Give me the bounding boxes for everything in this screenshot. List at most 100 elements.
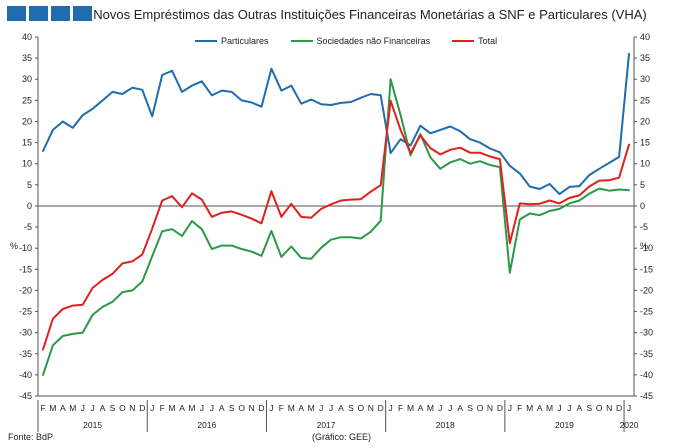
y-tick-label-right: 35	[640, 53, 650, 63]
x-month-label: N	[606, 403, 612, 413]
x-month-label: D	[616, 403, 622, 413]
x-month-label: S	[229, 403, 235, 413]
chart-title: Novos Empréstimos das Outras Instituiçõe…	[93, 7, 647, 22]
x-month-label: A	[179, 403, 185, 413]
y-axis-unit-left: %	[10, 241, 18, 251]
y-tick-label-right: 10	[640, 159, 650, 169]
y-tick-label-right: 20	[640, 116, 650, 126]
logo-block	[73, 6, 92, 21]
x-month-label: J	[200, 403, 204, 413]
x-month-label: S	[467, 403, 473, 413]
x-month-label: J	[627, 403, 631, 413]
x-month-label: A	[537, 403, 543, 413]
y-axis-unit-right: %	[640, 241, 648, 251]
y-tick-label-right: -30	[640, 328, 653, 338]
x-month-label: O	[119, 403, 126, 413]
x-month-label: O	[238, 403, 245, 413]
x-month-label: J	[508, 403, 512, 413]
x-month-label: S	[110, 403, 116, 413]
y-tick-label-left: 15	[22, 138, 32, 148]
y-tick-label-left: -15	[19, 264, 32, 274]
y-tick-label-left: 30	[22, 74, 32, 84]
x-month-label: F	[40, 403, 45, 413]
x-month-label: A	[100, 403, 106, 413]
x-month-label: N	[368, 403, 374, 413]
x-month-label: D	[378, 403, 384, 413]
x-month-label: M	[49, 403, 56, 413]
x-month-label: J	[438, 403, 442, 413]
x-month-label: M	[169, 403, 176, 413]
y-tick-label-right: -20	[640, 285, 653, 295]
y-tick-label-right: -25	[640, 307, 653, 317]
logo-blocks	[7, 6, 92, 21]
x-month-label: N	[248, 403, 254, 413]
series-line	[42, 99, 630, 351]
y-tick-label-right: 30	[640, 74, 650, 84]
y-tick-label-right: -15	[640, 264, 653, 274]
x-month-label: J	[269, 403, 273, 413]
x-month-label: J	[81, 403, 85, 413]
logo-block	[29, 6, 48, 21]
legend-label: Sociedades não Financeiras	[316, 36, 431, 46]
legend-item: Particulares	[195, 36, 269, 46]
y-tick-label-right: -35	[640, 349, 653, 359]
x-year-label: 2020	[620, 420, 639, 430]
x-month-label: N	[487, 403, 493, 413]
x-month-label: D	[497, 403, 503, 413]
x-month-label: O	[358, 403, 365, 413]
source-note: Fonte: BdP	[8, 432, 54, 442]
x-month-label: J	[329, 403, 333, 413]
x-month-label: D	[139, 403, 145, 413]
y-tick-label-right: 0	[640, 201, 645, 211]
x-month-label: F	[160, 403, 165, 413]
y-tick-label-left: 25	[22, 95, 32, 105]
x-month-label: M	[188, 403, 195, 413]
x-month-label: J	[319, 403, 323, 413]
x-month-label: A	[457, 403, 463, 413]
y-tick-label-left: -40	[19, 370, 32, 380]
x-month-label: F	[398, 403, 403, 413]
y-tick-label-left: -30	[19, 328, 32, 338]
x-month-label: M	[69, 403, 76, 413]
logo-block	[7, 6, 26, 21]
y-tick-label-left: -45	[19, 391, 32, 401]
y-tick-label-left: 40	[22, 32, 32, 42]
x-month-label: O	[477, 403, 484, 413]
x-year-label: 2017	[317, 420, 336, 430]
y-tick-label-right: 15	[640, 138, 650, 148]
x-month-label: A	[60, 403, 66, 413]
x-month-label: S	[348, 403, 354, 413]
x-month-label: M	[526, 403, 533, 413]
x-month-label: D	[258, 403, 264, 413]
series-line	[42, 78, 630, 376]
x-month-label: J	[557, 403, 561, 413]
y-tick-label-left: -20	[19, 285, 32, 295]
x-month-label: M	[427, 403, 434, 413]
x-month-label: A	[219, 403, 225, 413]
legend-swatch	[290, 40, 313, 42]
logo-block	[51, 6, 70, 21]
legend-label: Particulares	[221, 36, 269, 46]
x-month-label: A	[418, 403, 424, 413]
x-month-label: F	[517, 403, 522, 413]
y-tick-label-right: 5	[640, 180, 645, 190]
y-tick-label-right: -10	[640, 243, 653, 253]
chart-legend: Particulares Sociedades não Financeiras To…	[195, 36, 497, 46]
x-month-label: J	[389, 403, 393, 413]
x-month-label: A	[338, 403, 344, 413]
legend-swatch	[195, 40, 217, 42]
x-year-label: 2015	[83, 420, 102, 430]
y-tick-label-right: 25	[640, 95, 650, 105]
y-tick-label-left: -5	[24, 222, 32, 232]
x-month-label: A	[298, 403, 304, 413]
x-year-label: 2018	[436, 420, 455, 430]
credit-note: (Gráfico: GEE)	[312, 432, 372, 442]
x-month-label: J	[150, 403, 154, 413]
x-month-label: J	[448, 403, 452, 413]
x-month-label: M	[546, 403, 553, 413]
y-tick-label-left: 10	[22, 159, 32, 169]
y-tick-label-right: -45	[640, 391, 653, 401]
x-year-label: 2016	[197, 420, 216, 430]
x-month-label: M	[407, 403, 414, 413]
